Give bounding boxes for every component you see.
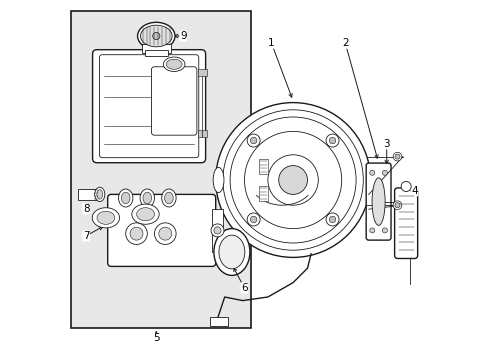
Bar — [197, 69, 206, 76]
FancyBboxPatch shape — [107, 194, 215, 266]
Bar — [259, 186, 267, 201]
Bar — [78, 189, 98, 200]
Circle shape — [152, 32, 160, 40]
Circle shape — [125, 223, 147, 244]
Ellipse shape — [371, 178, 385, 225]
Ellipse shape — [392, 152, 401, 161]
Circle shape — [213, 227, 221, 234]
Ellipse shape — [118, 189, 133, 207]
Circle shape — [382, 228, 386, 233]
Ellipse shape — [394, 203, 399, 208]
Circle shape — [250, 137, 256, 144]
Ellipse shape — [140, 189, 154, 207]
Ellipse shape — [164, 192, 173, 204]
Bar — [212, 209, 223, 252]
Ellipse shape — [213, 167, 224, 193]
Text: 9: 9 — [180, 31, 186, 41]
Ellipse shape — [137, 22, 175, 50]
Circle shape — [278, 166, 307, 194]
Circle shape — [369, 170, 374, 175]
Circle shape — [382, 170, 386, 175]
Bar — [259, 159, 267, 174]
Bar — [197, 130, 206, 137]
Circle shape — [154, 223, 176, 244]
Circle shape — [244, 131, 341, 229]
Text: 5: 5 — [153, 333, 159, 343]
Ellipse shape — [392, 201, 401, 210]
Bar — [210, 317, 228, 326]
Text: 3: 3 — [383, 139, 389, 149]
Text: 8: 8 — [82, 204, 89, 214]
Ellipse shape — [213, 229, 249, 275]
Bar — [142, 44, 170, 53]
FancyBboxPatch shape — [92, 50, 205, 163]
Ellipse shape — [166, 59, 182, 69]
Circle shape — [328, 216, 335, 223]
Text: 4: 4 — [410, 186, 417, 196]
Ellipse shape — [95, 187, 104, 202]
Circle shape — [267, 155, 318, 205]
Text: 7: 7 — [82, 231, 89, 241]
Circle shape — [369, 228, 374, 233]
Ellipse shape — [121, 192, 130, 204]
Circle shape — [325, 134, 338, 147]
Circle shape — [246, 134, 260, 147]
Ellipse shape — [97, 190, 102, 199]
Ellipse shape — [162, 189, 176, 207]
Ellipse shape — [97, 211, 115, 224]
Text: 2: 2 — [341, 38, 348, 48]
Circle shape — [215, 103, 370, 257]
Ellipse shape — [219, 235, 244, 269]
Circle shape — [328, 137, 335, 144]
Ellipse shape — [136, 208, 154, 221]
Circle shape — [325, 213, 338, 226]
Circle shape — [250, 216, 256, 223]
Ellipse shape — [140, 25, 172, 47]
Text: 6: 6 — [241, 283, 247, 293]
Ellipse shape — [92, 208, 120, 228]
Ellipse shape — [142, 192, 151, 204]
Circle shape — [211, 224, 224, 237]
FancyBboxPatch shape — [366, 163, 390, 240]
FancyBboxPatch shape — [151, 67, 197, 135]
Bar — [144, 50, 167, 56]
Circle shape — [246, 213, 260, 226]
Ellipse shape — [394, 154, 399, 159]
Ellipse shape — [163, 57, 184, 71]
Circle shape — [159, 227, 171, 240]
Ellipse shape — [400, 181, 410, 192]
FancyBboxPatch shape — [394, 188, 417, 258]
Circle shape — [130, 227, 142, 240]
Bar — [71, 11, 250, 328]
Text: 1: 1 — [267, 38, 274, 48]
Ellipse shape — [132, 204, 159, 224]
